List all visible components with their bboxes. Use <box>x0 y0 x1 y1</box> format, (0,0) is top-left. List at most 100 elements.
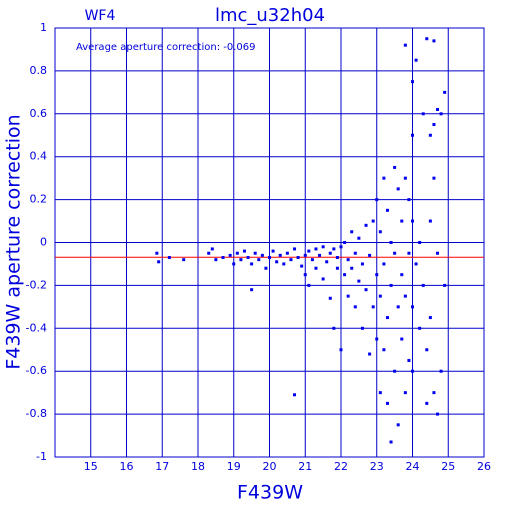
point <box>411 80 414 84</box>
point <box>403 43 407 47</box>
point <box>400 273 404 277</box>
point <box>411 133 414 137</box>
x-tick-label: 17 <box>155 460 169 473</box>
point <box>257 258 261 262</box>
point <box>235 251 239 255</box>
x-tick-label: 26 <box>477 460 491 473</box>
point <box>432 39 436 43</box>
point <box>353 251 357 255</box>
point <box>407 198 411 202</box>
point <box>242 249 246 253</box>
point <box>407 251 411 255</box>
point <box>436 108 440 112</box>
point <box>310 258 314 262</box>
point <box>375 198 379 202</box>
point <box>382 176 386 180</box>
point <box>375 273 379 277</box>
point <box>421 283 425 287</box>
point <box>393 369 397 373</box>
point <box>300 264 304 268</box>
point <box>221 256 225 260</box>
point <box>436 412 440 416</box>
point <box>343 273 347 277</box>
point <box>411 305 414 309</box>
point <box>425 37 429 41</box>
point <box>378 230 382 234</box>
point <box>250 262 254 266</box>
point <box>328 296 332 300</box>
point <box>282 262 286 266</box>
x-tick-label: 16 <box>120 460 134 473</box>
point <box>400 337 404 341</box>
point <box>250 288 254 292</box>
point <box>443 90 447 94</box>
y-tick-label: -0.4 <box>26 321 47 334</box>
point <box>314 266 318 270</box>
point <box>428 219 432 223</box>
point <box>432 391 436 395</box>
point <box>385 401 389 405</box>
point <box>268 256 271 260</box>
point <box>428 133 432 137</box>
point <box>346 258 350 262</box>
point <box>378 294 382 298</box>
point <box>425 401 429 405</box>
x-tick-label: 19 <box>227 460 241 473</box>
y-tick-label: 1 <box>40 21 47 34</box>
x-tick-label: 23 <box>370 460 384 473</box>
point <box>393 165 397 169</box>
x-tick-label: 20 <box>263 460 277 473</box>
point <box>360 262 364 266</box>
point <box>321 277 325 281</box>
point <box>271 249 275 253</box>
point <box>210 247 214 251</box>
point <box>393 251 397 255</box>
y-tick-label: 0.6 <box>30 107 48 120</box>
y-tick-label: 0.4 <box>30 150 48 163</box>
point <box>418 326 422 330</box>
point <box>155 251 159 255</box>
point <box>385 208 389 212</box>
y-tick-label: -1 <box>36 450 47 463</box>
point <box>278 253 282 257</box>
point <box>396 305 400 309</box>
x-tick-label: 21 <box>298 460 312 473</box>
y-axis-label: F439W aperture correction <box>3 114 25 369</box>
point <box>303 273 307 277</box>
point <box>328 251 332 255</box>
point <box>411 219 414 223</box>
point <box>382 348 386 352</box>
point <box>403 391 407 395</box>
chart-title: lmc_u32h04 <box>215 5 325 26</box>
point <box>307 283 311 287</box>
point <box>403 294 407 298</box>
point <box>382 262 386 266</box>
x-tick-label: 24 <box>406 460 420 473</box>
point <box>335 256 339 260</box>
y-tick-label: -0.6 <box>26 364 47 377</box>
point <box>414 58 418 62</box>
point <box>385 316 389 320</box>
point <box>353 305 357 309</box>
point <box>289 258 293 262</box>
x-tick-label: 25 <box>441 460 455 473</box>
point <box>339 245 343 249</box>
point <box>339 348 343 352</box>
point <box>368 253 372 257</box>
annotation: Average aperture correction: -0.069 <box>76 42 256 53</box>
point <box>364 288 368 292</box>
point <box>332 326 336 330</box>
point <box>439 369 443 373</box>
point <box>364 223 368 227</box>
point <box>418 241 422 244</box>
point <box>403 176 407 180</box>
point <box>346 294 350 298</box>
point <box>436 251 440 255</box>
point <box>246 256 250 260</box>
panel-label: WF4 <box>85 8 116 24</box>
point <box>389 283 393 287</box>
point <box>368 352 372 356</box>
point <box>296 256 300 260</box>
point <box>371 305 375 309</box>
